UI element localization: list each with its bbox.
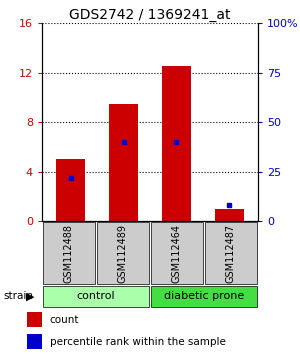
Bar: [151, 222, 203, 284]
Title: GDS2742 / 1369241_at: GDS2742 / 1369241_at: [69, 8, 231, 22]
Text: control: control: [77, 291, 115, 302]
Bar: [27, 334, 42, 349]
Text: GSM112464: GSM112464: [172, 224, 182, 282]
Bar: [97, 222, 149, 284]
Bar: [214, 209, 244, 221]
Bar: [43, 222, 95, 284]
Text: percentile rank within the sample: percentile rank within the sample: [50, 337, 226, 347]
Text: GSM112487: GSM112487: [226, 223, 236, 283]
Bar: [109, 103, 138, 221]
Text: strain: strain: [3, 291, 33, 302]
Bar: [56, 159, 86, 221]
Text: GSM112489: GSM112489: [118, 224, 128, 282]
Bar: [162, 67, 191, 221]
Text: count: count: [50, 315, 79, 325]
Bar: [205, 222, 257, 284]
Text: ▶: ▶: [26, 291, 34, 302]
Text: GSM112488: GSM112488: [64, 224, 74, 282]
Text: diabetic prone: diabetic prone: [164, 291, 244, 302]
Bar: [27, 312, 42, 327]
Bar: [43, 286, 149, 307]
Bar: [151, 286, 257, 307]
